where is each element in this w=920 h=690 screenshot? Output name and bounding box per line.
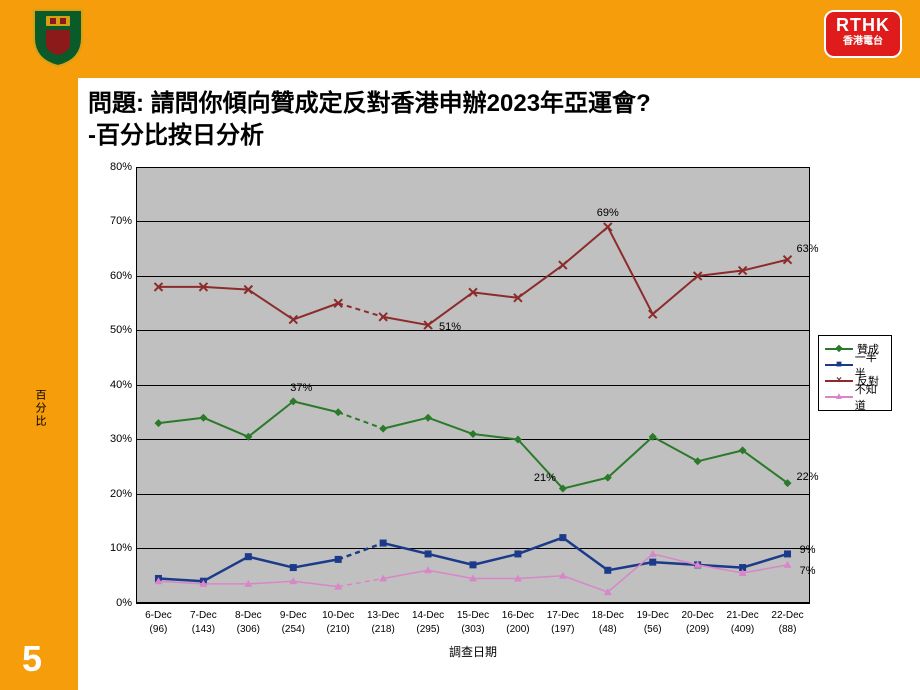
data-label: 9% — [800, 544, 816, 556]
page-number: 5 — [22, 638, 42, 680]
slide-content: 問題: 請問你傾向贊成定反對香港申辦2023年亞運會? -百分比按日分析 百分比… — [88, 88, 902, 681]
sidebar-bg — [0, 0, 78, 690]
plot-svg — [88, 159, 898, 681]
data-label: 51% — [439, 321, 461, 333]
legend-item: ■一半半 — [825, 358, 885, 372]
rthk-logo-top: RTHK — [836, 15, 890, 35]
rthk-logo-bottom: 香港電台 — [826, 36, 900, 48]
y-axis-label: 百分比 — [32, 389, 48, 428]
title-line-2: -百分比按日分析 — [88, 122, 264, 149]
legend: ◆贊成■一半半×反對▲不知道 — [818, 335, 892, 411]
data-label: 7% — [800, 565, 816, 577]
rthk-logo: RTHK 香港電台 — [824, 10, 902, 58]
legend-item: ▲不知道 — [825, 390, 885, 404]
data-label: 22% — [797, 471, 819, 483]
legend-label: 不知道 — [855, 381, 885, 413]
chart: 百分比 0%10%20%30%40%50%60%70%80%6-Dec(96)7… — [88, 159, 898, 681]
header-bg — [0, 0, 920, 78]
data-label: 37% — [290, 382, 312, 394]
data-label: 69% — [597, 207, 619, 219]
data-label: 63% — [797, 243, 819, 255]
hku-crest-icon — [30, 6, 86, 68]
data-label: 21% — [534, 472, 556, 484]
title-line-1: 問題: 請問你傾向贊成定反對香港申辦2023年亞運會? — [88, 90, 651, 117]
slide-title: 問題: 請問你傾向贊成定反對香港申辦2023年亞運會? -百分比按日分析 — [88, 88, 902, 153]
